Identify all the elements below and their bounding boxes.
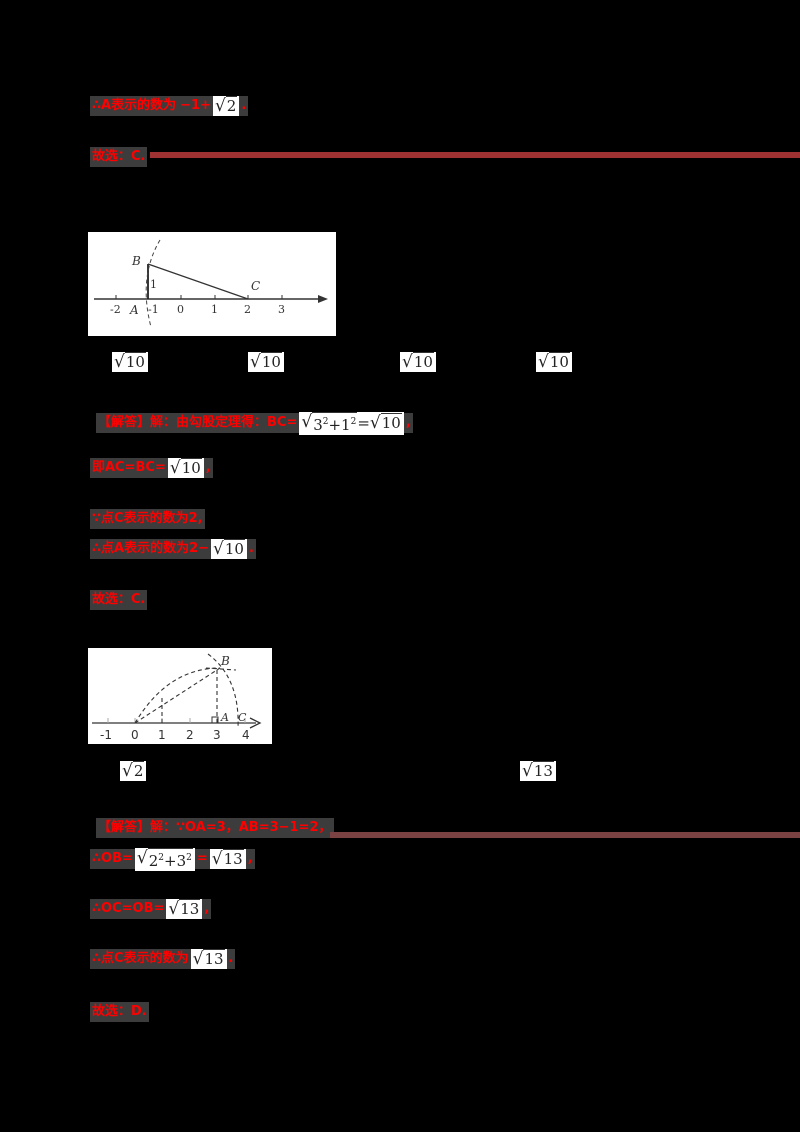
answer-line-2: 故选：C.: [90, 587, 148, 613]
svg-text:3: 3: [278, 303, 285, 316]
solution-1-line-2: 即AC=BC= √ 10 ,: [90, 455, 213, 481]
answer-line-3: 故选：D.: [90, 999, 149, 1025]
pythagoras-expression: √ 32+12 = √ 10: [299, 411, 404, 435]
divider-rule: [150, 152, 800, 158]
solution-1-line-4: ∴点A表示的数为2− √ 10 .: [90, 536, 256, 562]
svg-text:1: 1: [211, 303, 218, 316]
number-line-diagram: B A C -1 0 1 2 3 4: [92, 653, 262, 742]
math-sqrt10: √ 10: [211, 539, 247, 559]
solution-1-line-3: ∵点C表示的数为2,: [90, 506, 205, 532]
svg-text:3: 3: [213, 728, 221, 742]
svg-text:A: A: [220, 711, 229, 724]
option-c-value: √ 10: [400, 352, 436, 372]
solution-text: ∴OC=OB=: [90, 899, 167, 919]
svg-text:-1: -1: [148, 303, 159, 316]
svg-text:B: B: [220, 654, 230, 668]
punct: .: [239, 96, 249, 116]
solution-text: ∴点A表示的数为2−: [90, 539, 212, 559]
math-sqrt13: √ 13: [209, 849, 246, 869]
solution-1-line-1: 【解答】解：由勾股定理得：BC= √ 32+12 = √ 10 ,: [96, 410, 413, 436]
svg-text:-1: -1: [100, 728, 112, 742]
option-a-value: √ 2: [120, 761, 147, 781]
svg-text:A: A: [129, 303, 139, 317]
conclusion-prefix: −1+: [178, 96, 213, 116]
solution-2-line-3: ∴OC=OB= √ 13 ,: [90, 896, 212, 922]
math-sqrt13: √ 13: [190, 949, 227, 969]
punct: ,: [203, 458, 213, 478]
figure-number-line-1: B 1 C A -2 -1 0 1 2 3: [88, 232, 336, 336]
svg-text:B: B: [131, 254, 141, 268]
divider-rule: [330, 832, 800, 838]
conclusion-line: ∴A表示的数为 −1+ √ 2 .: [90, 93, 249, 119]
sqrt-symbol: √ 2: [214, 96, 238, 116]
math-sqrt10: √ 10: [167, 458, 204, 478]
svg-text:C: C: [251, 279, 260, 293]
answer-text: 故选：D.: [90, 1002, 149, 1022]
punct: ,: [202, 899, 212, 919]
punct: ,: [403, 413, 413, 433]
solution-text: 即AC=BC=: [90, 458, 168, 478]
svg-text:2: 2: [186, 728, 194, 742]
punct: .: [246, 539, 256, 559]
solution-2-line-1: 【解答】解：∵OA=3，AB=3−1=2，: [96, 815, 334, 841]
punct: ,: [245, 849, 255, 869]
punct: .: [226, 949, 236, 969]
math-sqrt13: √ 13: [166, 899, 203, 919]
svg-text:C: C: [238, 711, 247, 724]
solution-text: ∵点C表示的数为2,: [90, 509, 205, 529]
figure-number-line-2: B A C -1 0 1 2 3 4: [88, 648, 272, 744]
solution-text: ∴OB=: [90, 849, 135, 869]
option-b-value: √ 10: [248, 352, 284, 372]
option-d-value: √ 13: [520, 761, 556, 781]
solution-2-line-2: ∴OB= √ 22+32 = √ 13 ,: [90, 846, 255, 872]
math-sqrt2: √ 2: [212, 96, 240, 116]
option-a-value: √ 10: [112, 352, 148, 372]
svg-text:0: 0: [177, 303, 184, 316]
svg-text:-2: -2: [110, 303, 121, 316]
equals: =: [194, 849, 210, 869]
answer-line-1: 故选：C.: [90, 144, 148, 170]
svg-text:1: 1: [150, 278, 157, 291]
pythagoras-expression: √ 22+32: [134, 847, 195, 871]
svg-text:2: 2: [244, 303, 251, 316]
number-line-diagram: B 1 C A -2 -1 0 1 2 3: [94, 239, 328, 328]
solution-text: 【解答】解：由勾股定理得：BC=: [96, 413, 300, 433]
option-d-value: √ 10: [536, 352, 572, 372]
svg-text:4: 4: [242, 728, 250, 742]
answer-text: 故选：C.: [90, 147, 148, 167]
solution-2-line-4: ∴点C表示的数为 √ 13 .: [90, 946, 236, 972]
svg-text:0: 0: [131, 728, 139, 742]
svg-text:1: 1: [158, 728, 166, 742]
answer-text: 故选：C.: [90, 590, 148, 610]
solution-text: 【解答】解：∵OA=3，AB=3−1=2，: [96, 818, 334, 838]
conclusion-text: ∴A表示的数为: [90, 96, 179, 116]
solution-text: ∴点C表示的数为: [90, 949, 191, 969]
